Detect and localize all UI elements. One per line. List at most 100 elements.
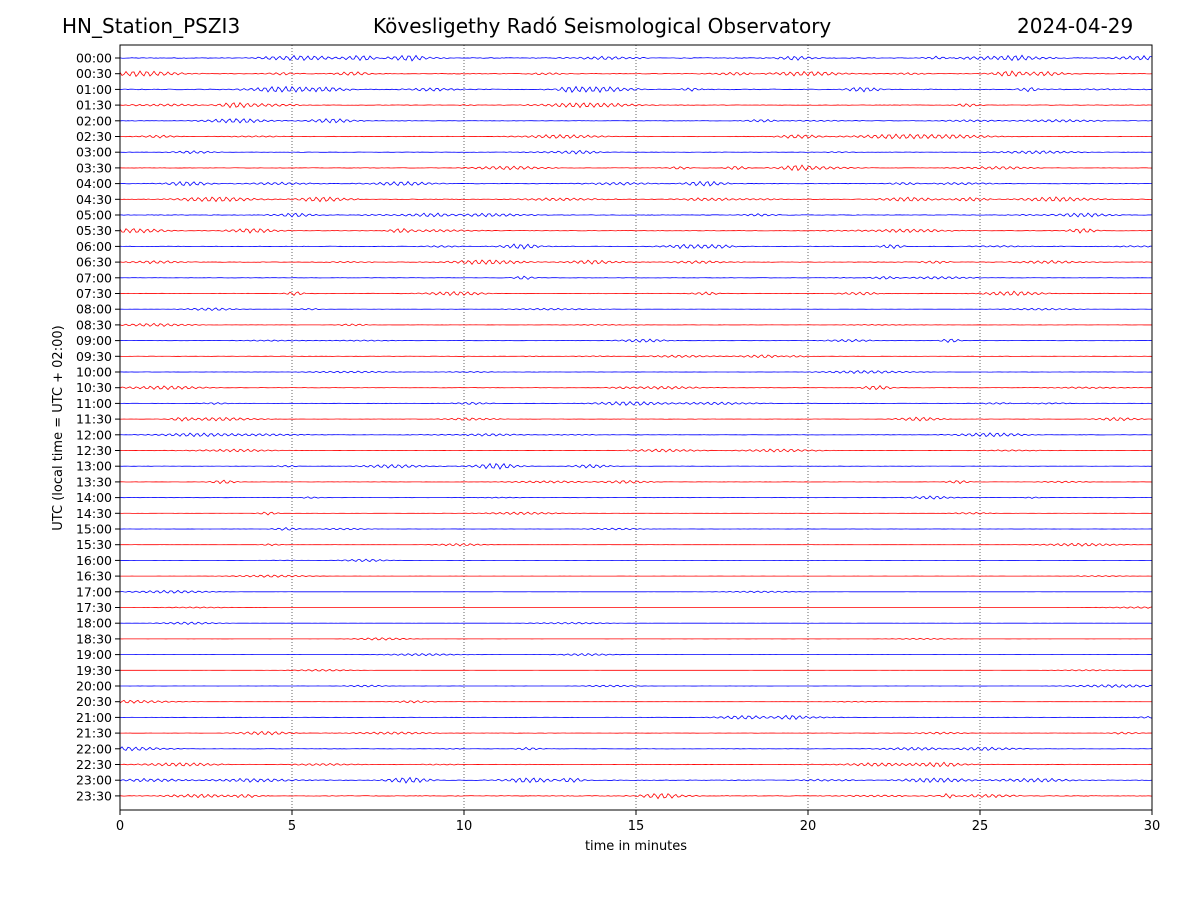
y-tick-label: 08:00 <box>76 302 112 317</box>
y-tick-label: 19:30 <box>76 663 112 678</box>
trace-1830 <box>119 637 1152 641</box>
y-tick-label: 14:00 <box>76 490 112 505</box>
trace-0930 <box>119 354 1153 359</box>
y-tick-label: 20:00 <box>76 679 112 694</box>
y-tick-label: 19:00 <box>76 647 112 662</box>
trace-1030 <box>119 385 1153 391</box>
y-tick-label: 04:30 <box>76 192 112 207</box>
y-tick-label: 07:00 <box>76 270 112 285</box>
trace-1130 <box>119 416 1153 422</box>
trace-0400 <box>119 180 1153 187</box>
y-tick-label: 02:30 <box>76 129 112 144</box>
y-tick-label: 18:00 <box>76 616 112 631</box>
trace-0300 <box>119 149 1153 155</box>
y-tick-label: 12:00 <box>76 427 112 442</box>
y-tick-label: 11:30 <box>76 412 112 427</box>
trace-1230 <box>119 448 1153 453</box>
y-tick-label: 07:30 <box>76 286 112 301</box>
y-tick-label: 15:30 <box>76 537 112 552</box>
y-tick-label: 09:30 <box>76 349 112 364</box>
y-tick-label: 08:30 <box>76 317 112 332</box>
trace-2300 <box>119 776 1153 784</box>
trace-0230 <box>119 133 1153 140</box>
trace-0200 <box>119 118 1153 124</box>
trace-0630 <box>119 259 1153 265</box>
y-tick-label: 06:00 <box>76 239 112 254</box>
y-tick-label: 05:00 <box>76 208 112 223</box>
x-tick-label: 30 <box>1144 819 1161 834</box>
trace-2330 <box>119 793 1153 800</box>
y-tick-label: 05:30 <box>76 223 112 238</box>
y-tick-label: 14:30 <box>76 506 112 521</box>
y-tick-label: 03:00 <box>76 145 112 160</box>
trace-1530 <box>119 542 1153 547</box>
y-tick-label: 18:30 <box>76 631 112 646</box>
y-tick-label: 01:00 <box>76 82 112 97</box>
y-tick-label: 16:30 <box>76 569 112 584</box>
trace-0600 <box>119 243 1153 250</box>
trace-1430 <box>119 511 1153 516</box>
y-tick-label: 01:30 <box>76 98 112 113</box>
trace-1000 <box>119 370 1153 374</box>
y-tick-label: 03:30 <box>76 160 112 175</box>
y-tick-label: 22:30 <box>76 757 112 772</box>
y-tick-label: 02:00 <box>76 113 112 128</box>
traces <box>119 54 1153 800</box>
y-tick-label: 17:30 <box>76 600 112 615</box>
y-tick-label: 04:00 <box>76 176 112 191</box>
trace-1600 <box>119 558 1153 563</box>
y-tick-label: 16:00 <box>76 553 112 568</box>
trace-0530 <box>119 228 1153 234</box>
y-tick-label: 13:30 <box>76 474 112 489</box>
x-tick-label: 0 <box>116 819 124 834</box>
trace-0030 <box>119 70 1153 78</box>
y-axis-label: UTC (local time = UTC + 02:00) <box>51 325 66 530</box>
x-axis-label: time in minutes <box>585 839 687 854</box>
trace-1300 <box>119 462 1153 470</box>
trace-0000 <box>119 54 1153 62</box>
y-tick-label: 06:30 <box>76 255 112 270</box>
trace-1800 <box>119 621 1153 625</box>
trace-0430 <box>119 196 1153 203</box>
y-tick-label: 20:30 <box>76 694 112 709</box>
trace-0730 <box>119 290 1153 297</box>
trace-1700 <box>119 589 1153 594</box>
trace-0500 <box>119 212 1153 218</box>
y-tick-label: 11:00 <box>76 396 112 411</box>
trace-1100 <box>119 400 1153 406</box>
trace-2130 <box>119 730 1153 736</box>
trace-2100 <box>119 714 1153 721</box>
y-tick-label: 13:00 <box>76 459 112 474</box>
trace-1630 <box>119 574 1153 578</box>
trace-0330 <box>119 164 1153 172</box>
observatory-title: Kövesligethy Radó Seismological Observat… <box>373 14 832 38</box>
y-tick-label: 12:30 <box>76 443 112 458</box>
trace-1500 <box>119 526 1153 531</box>
trace-0100 <box>119 85 1153 94</box>
trace-1400 <box>119 495 1153 500</box>
trace-2030 <box>119 699 1153 704</box>
trace-0830 <box>119 322 1153 327</box>
trace-1930 <box>119 669 1153 672</box>
y-tick-label: 10:00 <box>76 365 112 380</box>
x-tick-label: 10 <box>456 819 473 834</box>
x-tick-label: 25 <box>972 819 989 834</box>
trace-0800 <box>119 307 1153 312</box>
y-tick-label: 23:00 <box>76 773 112 788</box>
x-tick-label: 15 <box>628 819 645 834</box>
y-tick-label: 10:30 <box>76 380 112 395</box>
x-tick-label: 20 <box>800 819 817 834</box>
y-tick-label: 00:30 <box>76 66 112 81</box>
trace-0130 <box>119 102 1153 109</box>
trace-1200 <box>119 432 1153 438</box>
trace-0900 <box>119 338 1153 343</box>
trace-1900 <box>119 653 1153 657</box>
trace-1330 <box>120 479 1153 485</box>
y-tick-label: 17:00 <box>76 584 112 599</box>
grid-lines <box>291 45 981 810</box>
trace-2200 <box>119 746 1153 752</box>
trace-2000 <box>120 684 1153 688</box>
y-tick-label: 21:30 <box>76 726 112 741</box>
y-tick-label: 15:00 <box>76 522 112 537</box>
